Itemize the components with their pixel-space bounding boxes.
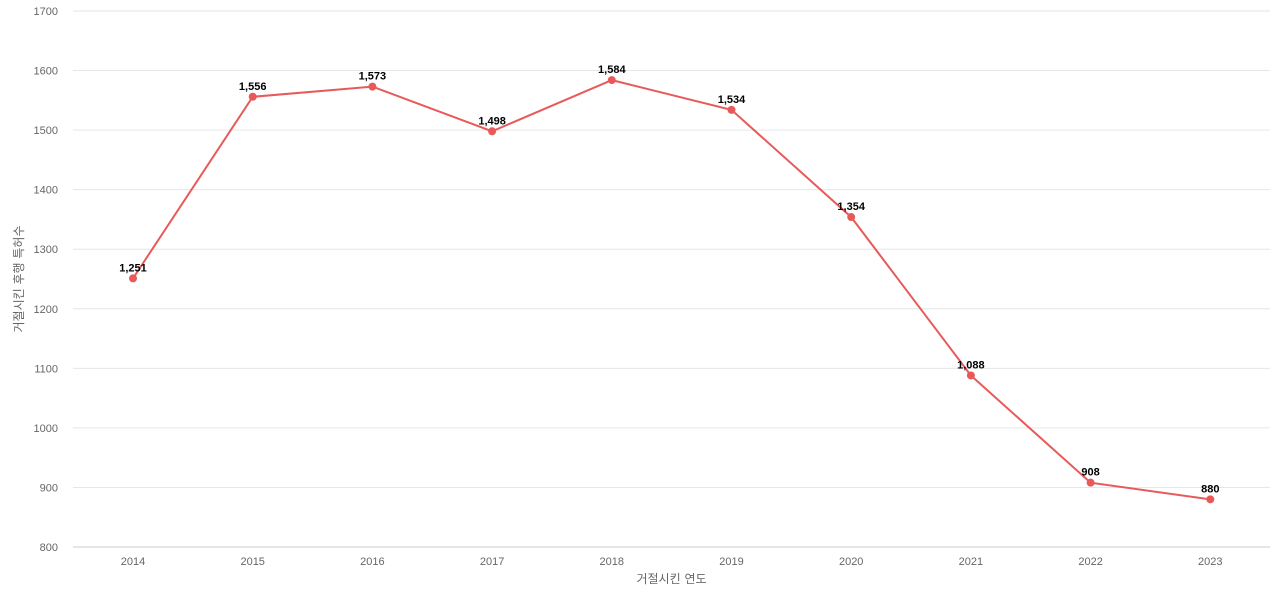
y-tick-label: 1200 [34,304,58,316]
gridlines [73,10,1270,488]
x-tick-label: 2014 [121,556,145,568]
x-tick-label: 2020 [839,556,863,568]
y-tick-label: 1400 [34,185,58,197]
y-tick-label: 1700 [34,6,58,18]
data-point [1086,478,1095,487]
x-tick-label: 2015 [240,556,264,568]
y-tick-label: 1000 [34,423,58,435]
x-tick-label: 2021 [959,556,983,568]
data-point [248,92,257,101]
y-tick-label: 1500 [34,125,58,137]
data-label: 908 [1081,467,1099,479]
data-label: 1,534 [718,94,746,106]
data-labels: 1,251 1,556 1,573 1,498 1,584 1,534 1,354 1,088… [119,64,1219,495]
x-tick-label: 2022 [1078,556,1102,568]
data-point [368,82,377,91]
data-point [966,371,975,380]
data-points [129,76,1215,504]
data-label: 880 [1201,483,1219,495]
y-tick-label: 1600 [34,66,58,78]
x-tick-label: 2019 [719,556,743,568]
data-label: 1,251 [119,262,147,274]
y-tick-label: 1100 [34,363,58,375]
y-tick-label: 1300 [34,244,58,256]
data-label: 1,088 [957,359,985,371]
data-point [847,213,856,222]
data-point [129,274,137,283]
x-axis-title: 거절시킨 연도 [636,572,706,586]
x-tick-label: 2017 [480,556,504,568]
data-label: 1,498 [478,115,506,127]
x-axis-ticks: 2014 2015 2016 2017 2018 2019 2020 2021 2022 2023 [121,556,1223,568]
y-tick-label: 800 [40,542,58,554]
data-point [1206,495,1215,504]
data-point [607,76,616,85]
y-axis-title: 거절시킨 후행 특허수 [11,226,26,333]
y-tick-label: 900 [40,482,58,494]
x-tick-label: 2016 [360,556,384,568]
y-axis-ticks: 800 900 1000 1100 1200 1300 1400 1500 1600 1700 [34,6,58,554]
x-tick-label: 2018 [600,556,624,568]
data-point [727,105,736,114]
series-line [132,79,1211,501]
data-label: 1,556 [239,81,267,93]
data-label: 1,573 [359,71,387,83]
x-tick-label: 2023 [1198,556,1222,568]
data-label: 1,354 [837,201,865,213]
data-point [488,127,497,136]
data-label: 1,584 [598,64,626,76]
